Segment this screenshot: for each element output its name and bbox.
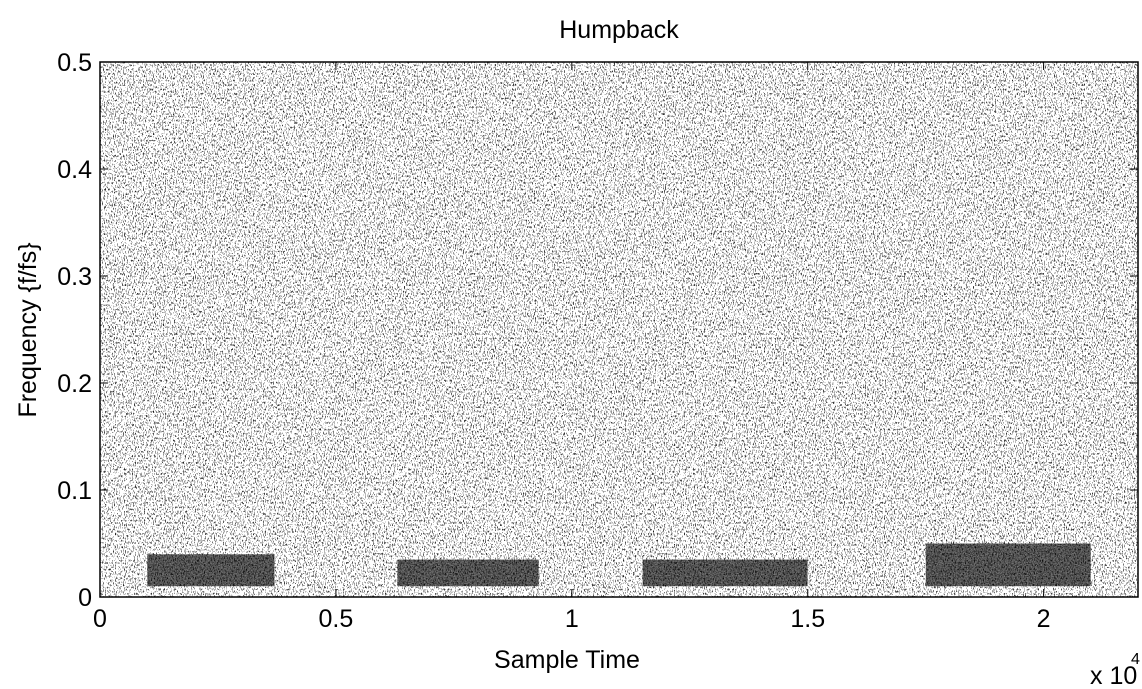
x-multiplier-exponent: 4 (1131, 651, 1140, 668)
call-band (925, 543, 1091, 587)
y-tick-label: 0.1 (57, 477, 92, 505)
y-tick-label: 0 (78, 584, 92, 612)
x-tick-label: 0 (93, 605, 107, 633)
y-tick-label: 0.3 (57, 263, 92, 291)
x-tick-label: 1 (565, 605, 579, 633)
y-tick-label: 0.5 (57, 49, 92, 77)
x-multiplier: x 10 (1090, 662, 1137, 689)
chart-title: Humpback (559, 16, 679, 44)
x-axis-label: Sample Time (494, 646, 640, 674)
x-tick-label: 0.5 (319, 605, 354, 633)
call-band (642, 559, 808, 587)
y-tick-label: 0.2 (57, 370, 92, 398)
x-tick-label: 1.5 (790, 605, 825, 633)
call-band (147, 554, 275, 587)
y-tick-label: 0.4 (57, 156, 92, 184)
spectrogram-texture (100, 62, 1138, 597)
plot-frame (99, 61, 1139, 598)
call-band (397, 559, 539, 587)
y-axis-label: Frequency {f/fs} (14, 242, 42, 417)
x-tick-label: 2 (1037, 605, 1051, 633)
